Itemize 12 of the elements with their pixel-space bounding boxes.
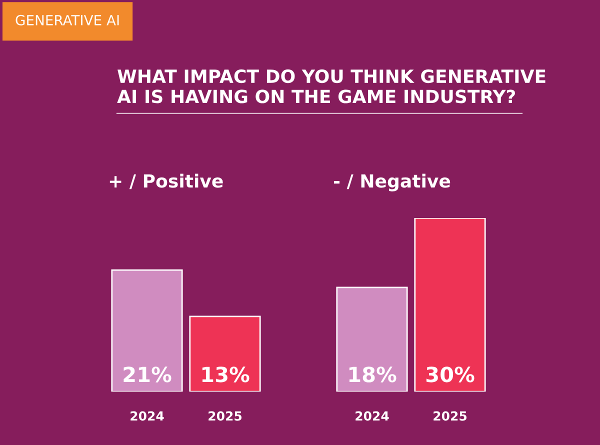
text: GENERATIVE AI bbox=[16, 14, 119, 26]
x-tick-label: 2025 bbox=[434, 411, 467, 421]
chart-title: + / Positive bbox=[110, 174, 223, 190]
data-label: 18% bbox=[349, 366, 396, 382]
x-tick-label: 2024 bbox=[130, 411, 164, 421]
text: WHAT IMPACT DO YOU THINK GENERATIVE AI IS HAVING ON THE GAME INDUSTRY? bbox=[117, 69, 546, 104]
x-tick-label: 2025 bbox=[208, 411, 242, 421]
chart-title: - / Negative bbox=[334, 174, 450, 192]
data-label: 13% bbox=[202, 366, 250, 382]
data-label: 30% bbox=[426, 366, 474, 382]
x-tick-label: 2024 bbox=[356, 411, 389, 421]
data-label: 21% bbox=[124, 366, 172, 382]
